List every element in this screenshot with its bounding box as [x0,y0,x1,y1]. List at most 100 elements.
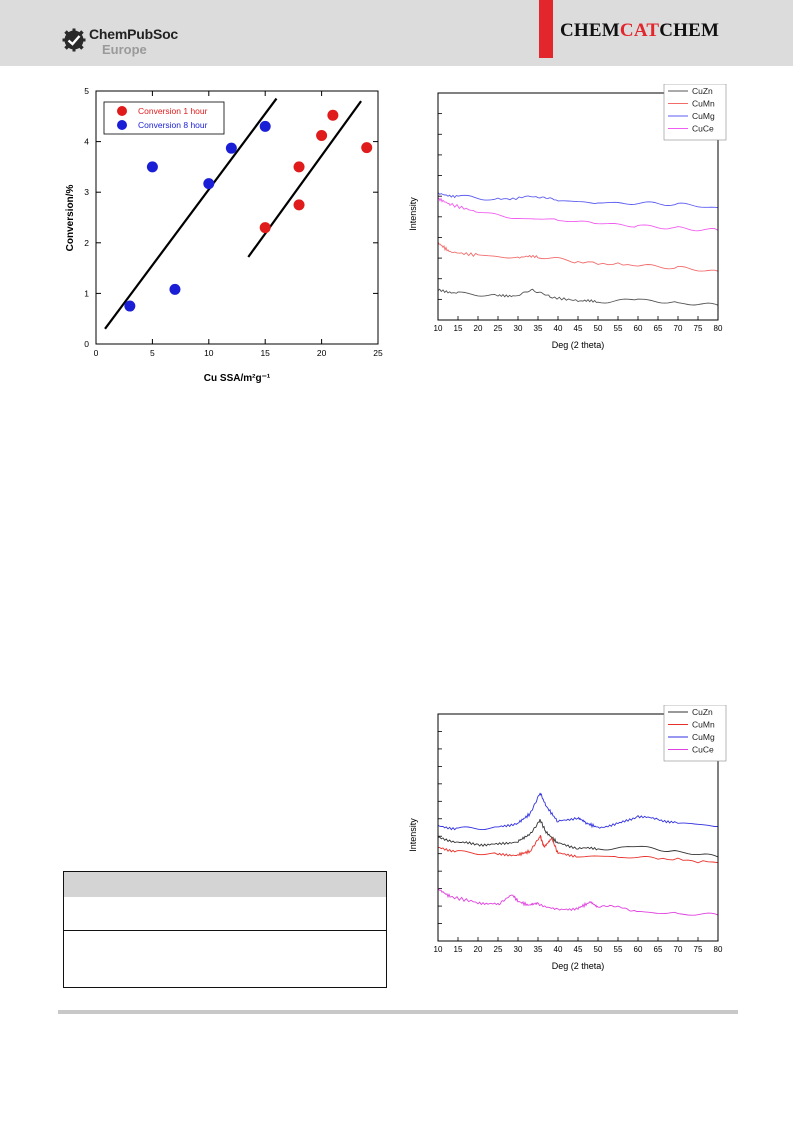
legend-marker-1h [117,106,127,116]
x-tick-label: 55 [614,324,623,333]
x-tick-label: 20 [474,945,483,954]
legend-marker-8h [117,120,127,130]
x-tick-label: 20 [474,324,483,333]
y-tick-label: 4 [84,137,89,147]
legend-label: CuMn [692,99,715,109]
legend-label: CuZn [692,707,713,717]
x-tick-label: 25 [494,945,503,954]
series-line-cuzn [437,818,719,858]
page-header: ChemPubSoc Europe CHEMCATCHEM [0,0,793,66]
data-point-8h [225,142,237,154]
publisher-logo: ChemPubSoc Europe [62,24,222,60]
journal-name: CHEMCATCHEM [560,20,719,42]
x-tick-label: 40 [554,945,563,954]
x-tick-label: 50 [594,945,603,954]
legend-label: CuCe [692,745,714,755]
x-tick-label: 5 [150,348,155,358]
publisher-sub: Europe [102,42,147,57]
plot-frame [437,713,719,942]
table-rule [64,930,386,931]
x-tick-label: 30 [514,945,523,954]
x-tick-label: 65 [654,945,663,954]
x-tick-label: 80 [714,945,723,954]
x-tick-label: 55 [614,945,623,954]
series-line-cumn [438,835,719,864]
data-point-8h [169,283,181,295]
data-point-8h [146,161,158,173]
journal-accent-bar [539,0,553,58]
y-axis-label: Conversion/% [65,185,76,252]
x-tick-label: 30 [514,324,523,333]
series-line-cumn [437,241,719,272]
series-line-cuce [437,887,719,916]
x-tick-label: 25 [373,348,383,358]
x-tick-label: 45 [574,324,583,333]
journal-name-part3: CHEM [659,20,720,41]
data-point-8h [124,300,136,312]
table-frame [63,871,387,988]
x-tick-label: 10 [434,324,443,333]
x-tick-label: 0 [94,348,99,358]
x-tick-label: 15 [454,324,463,333]
journal-name-part2: CAT [619,20,660,41]
x-tick-label: 80 [714,324,723,333]
y-tick-label: 1 [84,288,89,298]
x-tick-label: 15 [260,348,270,358]
legend-label-1h: Conversion 1 hour [138,106,208,116]
conversion-vs-ssa-chart: 0 5 10 15 20 25 0 1 2 3 4 5 Conversion 1 hour Conve… [65,86,383,384]
data-point-1h [327,109,339,121]
footer-rule [58,1010,738,1014]
x-tick-label: 40 [554,324,563,333]
y-tick-label: 3 [84,187,89,197]
data-point-1h [259,222,271,234]
x-tick-label: 10 [434,945,443,954]
y-tick-label: 5 [84,86,89,96]
x-tick-label: 10 [204,348,214,358]
x-axis-label: Cu SSA/m²g⁻¹ [204,373,271,384]
x-tick-label: 65 [654,324,663,333]
trend-line [104,97,278,330]
y-axis-label: Intensity [408,818,418,852]
legend-label: CuCe [692,124,714,134]
x-tick-label: 35 [534,945,543,954]
data-point-1h [293,161,305,173]
x-tick-label: 60 [634,324,643,333]
legend-label: CuMn [692,720,715,730]
x-tick-label: 70 [674,324,683,333]
data-point-1h [293,199,305,211]
series-line-cumg [437,792,719,831]
series-line-cumg [437,192,719,209]
x-axis-label: Deg (2 theta) [552,340,605,350]
x-tick-label: 75 [694,324,703,333]
legend-label: CuMg [692,111,715,121]
x-tick-label: 70 [674,945,683,954]
x-tick-label: 50 [594,324,603,333]
series-line-cuzn [437,288,719,306]
xrd-chart-top: 10 15 20 25 30 35 40 45 50 55 60 65 70 75 80 CuZn CuMn C… [408,84,727,350]
x-tick-label: 35 [534,324,543,333]
gear-emblem-icon [62,28,86,52]
x-tick-label: 60 [634,945,643,954]
legend-label: CuMg [692,732,715,742]
legend-label-8h: Conversion 8 hour [138,120,208,130]
y-tick-label: 2 [84,238,89,248]
x-tick-label: 75 [694,945,703,954]
data-point-8h [203,178,215,190]
x-tick-label: 25 [494,324,503,333]
y-axis-label: Intensity [408,197,418,231]
x-tick-label: 20 [317,348,327,358]
journal-name-part1: CHEM [560,20,620,41]
y-tick-label: 0 [84,339,89,349]
plot-frame [95,90,379,345]
legend-box [663,705,727,762]
legend-box [663,84,727,141]
series-line-cuce [437,197,719,232]
x-axis-label: Deg (2 theta) [552,961,605,971]
data-point-8h [259,120,271,132]
data-point-1h [316,130,328,142]
table-header-row [64,872,386,897]
publisher-name: ChemPubSoc [89,26,179,42]
xrd-chart-bottom: 10 15 20 25 30 35 40 45 50 55 60 65 70 75 80 CuZn CuMn C… [408,705,727,971]
data-point-1h [361,142,373,154]
x-tick-label: 15 [454,945,463,954]
